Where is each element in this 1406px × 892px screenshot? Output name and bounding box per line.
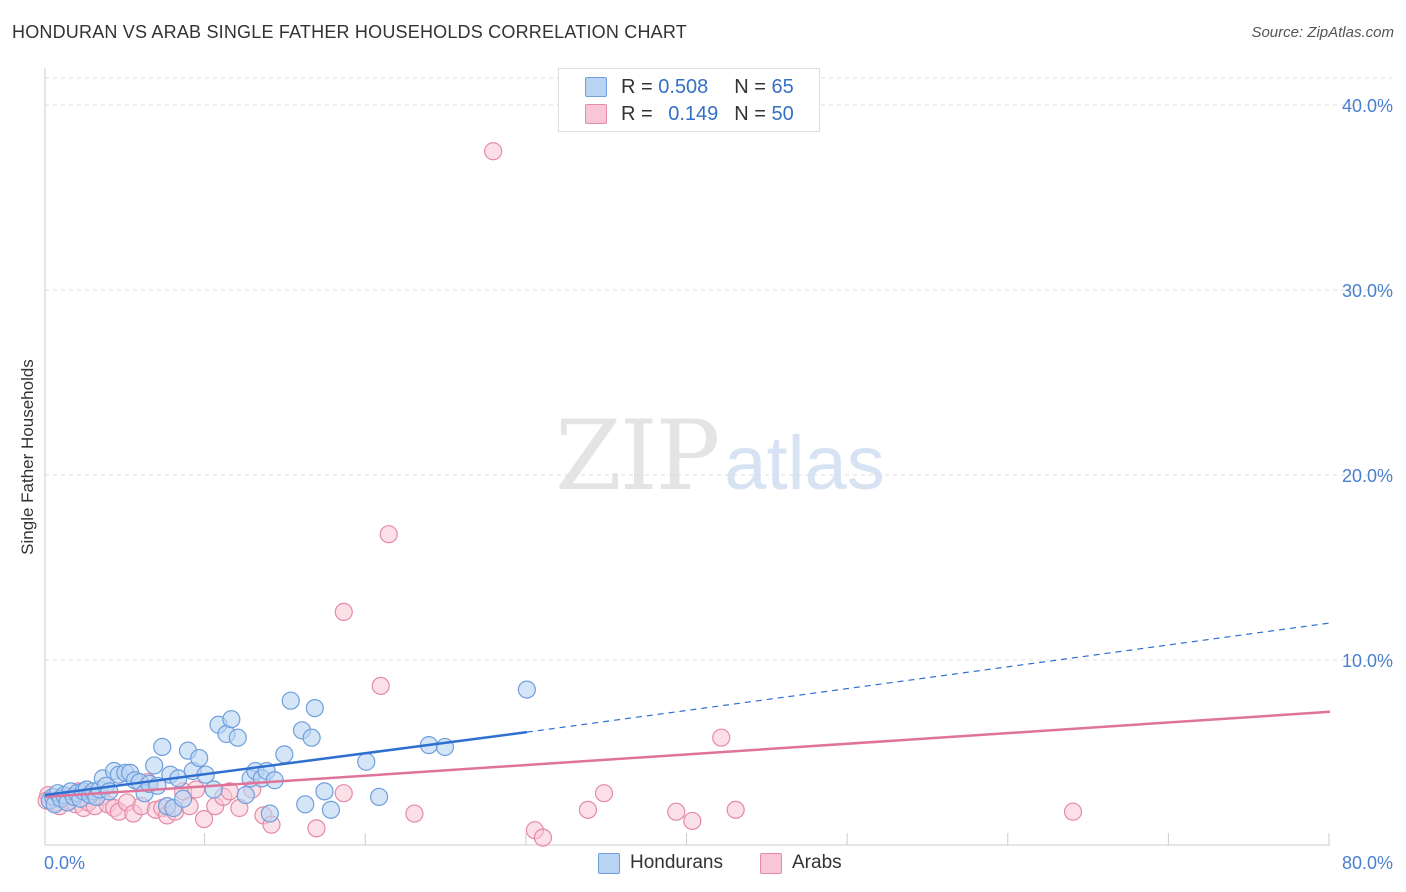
hondurans-label: Hondurans — [630, 852, 723, 873]
legend-r-value: 0.149 — [668, 102, 719, 125]
hondurans-point — [222, 710, 241, 729]
arabs-point — [578, 800, 598, 819]
arabs-point — [334, 784, 353, 803]
hondurans-point — [153, 737, 172, 757]
arabs-point — [371, 676, 390, 696]
arabs-point — [712, 728, 731, 747]
watermark: ZIPatlas — [555, 400, 885, 512]
watermark-atlas: atlas — [724, 421, 885, 506]
arabs-point — [405, 804, 424, 823]
arabs-points — [37, 142, 1083, 847]
arabs-point — [186, 780, 206, 799]
legend-n-value: 65 — [771, 75, 794, 98]
hondurans-point — [315, 782, 334, 801]
y-tick-label: 30.0% — [1342, 281, 1393, 301]
legend-swatch-pink — [585, 104, 607, 124]
hondurans-point — [281, 691, 300, 710]
source-label: Source: ZipAtlas.com — [1251, 24, 1394, 41]
hondurans-trend-line — [44, 730, 528, 797]
legend-swatch-blue — [585, 77, 607, 97]
y-tick-label: 20.0% — [1342, 466, 1393, 486]
hondurans-point — [174, 789, 193, 808]
arabs-point — [683, 811, 702, 831]
hondurans-point — [204, 780, 223, 799]
hondurans-point — [305, 698, 324, 718]
arabs-label: Arabs — [792, 852, 842, 873]
hondurans-point — [321, 800, 341, 819]
chart-title: HONDURAN VS ARAB SINGLE FATHER HOUSEHOLD… — [12, 22, 687, 42]
legend-item-arabs[interactable]: Arabs — [760, 852, 842, 874]
legend-n-label: N = — [734, 102, 766, 125]
arabs-point — [726, 800, 745, 819]
legend-r-label: R = — [621, 75, 653, 98]
hondurans-point — [228, 728, 247, 747]
hondurans-swatch — [598, 852, 620, 874]
legend-row-arabs: R = 0.149 N = 50 — [585, 101, 794, 127]
y-tick-label: 40.0% — [1342, 96, 1393, 116]
trend-lines — [44, 622, 1331, 799]
legend-r-value: 0.508 — [658, 75, 709, 98]
correlation-legend: R = 0.508 N = 65 R = 0.149 N = 50 — [558, 68, 820, 132]
hondurans-point — [296, 795, 315, 814]
axes — [44, 68, 1330, 846]
x-tick-label: 80.0% — [1342, 853, 1393, 873]
hondurans-point — [302, 728, 321, 747]
legend-item-hondurans[interactable]: Hondurans — [598, 852, 723, 874]
legend-row-hondurans: R = 0.508 N = 65 — [585, 74, 794, 100]
arabs-point — [594, 784, 614, 803]
hondurans-point — [190, 748, 209, 768]
hondurans-point — [517, 680, 536, 699]
tick-labels: 10.0% 20.0% 30.0% 40.0% 0.0% 80.0% — [44, 96, 1393, 873]
legend-r-label: R = — [621, 102, 653, 125]
arabs-point — [307, 819, 326, 838]
hondurans-point — [357, 752, 376, 771]
x-tick-label: 0.0% — [44, 853, 85, 873]
hondurans-trend-extension — [526, 622, 1331, 733]
arabs-point — [1063, 802, 1083, 821]
arabs-swatch — [760, 852, 782, 874]
watermark-zip: ZIP — [555, 400, 720, 512]
arabs-point — [194, 809, 214, 829]
legend-n-value: 50 — [771, 102, 794, 125]
hondurans-point — [260, 804, 279, 823]
legend-n-label: N = — [734, 75, 766, 98]
arabs-point — [667, 802, 686, 821]
arabs-point — [533, 828, 553, 847]
hondurans-point — [145, 756, 164, 775]
hondurans-point — [370, 787, 389, 807]
arabs-point — [379, 525, 398, 544]
hondurans-point — [236, 785, 255, 805]
arabs-point — [334, 602, 353, 622]
series-legend: Hondurans Arabs — [0, 852, 1406, 878]
arabs-trend-line — [44, 710, 1331, 799]
arabs-point — [484, 142, 503, 161]
hondurans-point — [275, 745, 294, 764]
grid-lines — [45, 77, 1392, 661]
y-tick-label: 10.0% — [1342, 651, 1393, 671]
